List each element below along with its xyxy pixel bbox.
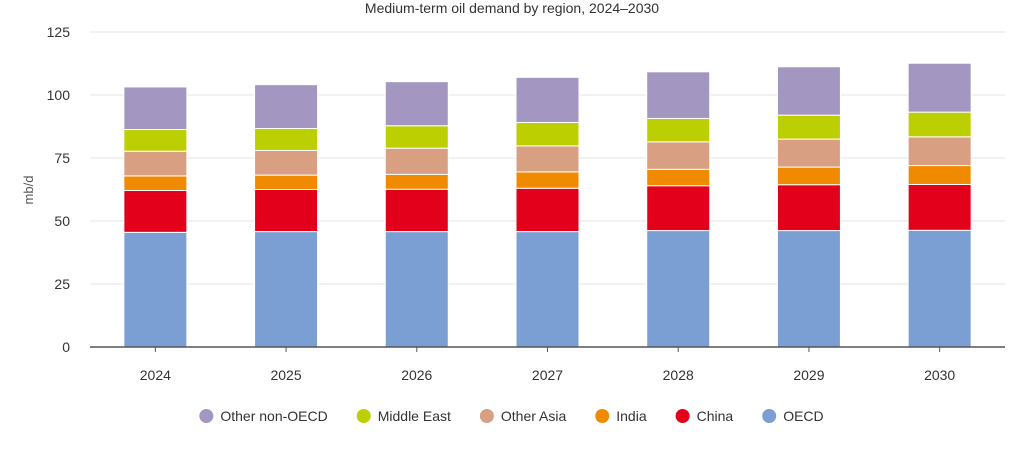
bar-segment xyxy=(907,165,972,185)
bar-segment xyxy=(384,188,449,233)
bars xyxy=(123,62,972,348)
bar-segment xyxy=(384,173,449,190)
x-tick-label: 2025 xyxy=(270,367,301,383)
legend-label: Other Asia xyxy=(501,408,567,424)
legend-marker xyxy=(356,409,371,423)
bar-segment xyxy=(254,174,319,191)
bar-segment xyxy=(646,168,711,187)
bar-segment xyxy=(254,149,319,176)
y-tick-label: 0 xyxy=(62,339,70,355)
bar-stack-2025 xyxy=(254,84,319,348)
bar-segment xyxy=(515,121,580,147)
bar-stack-2026 xyxy=(384,81,449,348)
legend-label: China xyxy=(697,408,734,424)
y-axis-title: mb/d xyxy=(21,176,36,205)
bar-segment xyxy=(384,125,449,149)
bar-segment xyxy=(646,230,711,348)
bar-segment xyxy=(646,117,711,143)
bar-segment xyxy=(123,175,188,192)
bar-stack-2028 xyxy=(646,71,711,348)
legend-marker xyxy=(762,409,777,423)
bar-segment xyxy=(123,150,188,177)
bar-segment xyxy=(123,190,188,233)
bar-segment xyxy=(646,141,711,170)
x-tick-label: 2030 xyxy=(924,367,955,383)
bar-segment xyxy=(907,136,972,167)
bar-segment xyxy=(254,84,319,130)
legend-item: OECD xyxy=(762,408,824,424)
legend-item: Middle East xyxy=(356,408,451,424)
bar-segment xyxy=(907,229,972,348)
legend-item: Other non-OECD xyxy=(199,408,328,424)
x-tick-label: 2024 xyxy=(140,367,171,383)
chart-title: Medium-term oil demand by region, 2024–2… xyxy=(365,0,659,16)
bar-segment xyxy=(515,171,580,189)
bar-segment xyxy=(776,138,841,168)
bar-segment xyxy=(515,231,580,348)
bar-stack-2027 xyxy=(515,76,580,348)
bar-segment xyxy=(907,62,972,113)
y-tick-label: 125 xyxy=(47,24,71,40)
bar-stack-2024 xyxy=(123,86,188,348)
legend-marker xyxy=(595,409,610,423)
bar-segment xyxy=(384,147,449,175)
bar-segment xyxy=(384,81,449,127)
legend-label: OECD xyxy=(783,408,823,424)
legend-label: India xyxy=(616,408,647,424)
bar-segment xyxy=(907,183,972,231)
bar-segment xyxy=(776,230,841,348)
bar-segment xyxy=(384,231,449,348)
legend-marker xyxy=(199,409,214,423)
legend-label: Middle East xyxy=(378,408,451,424)
x-tick-label: 2026 xyxy=(401,367,432,383)
y-tick-label: 25 xyxy=(54,276,70,292)
bar-stack-2030 xyxy=(907,62,972,348)
legend: Other non-OECD Middle East Other Asia India… xyxy=(199,408,824,424)
bar-segment xyxy=(776,66,841,116)
bar-segment xyxy=(254,231,319,348)
legend-item: India xyxy=(595,408,647,424)
legend-item: China xyxy=(675,408,734,424)
legend-label: Other non-OECD xyxy=(220,408,327,424)
bar-segment xyxy=(515,187,580,233)
bar-segment xyxy=(254,128,319,151)
bar-segment xyxy=(907,111,972,138)
bar-segment xyxy=(776,184,841,232)
bar-segment xyxy=(776,166,841,186)
bar-segment xyxy=(123,231,188,348)
bar-segment xyxy=(646,185,711,232)
bar-segment xyxy=(254,189,319,233)
y-tick-label: 50 xyxy=(54,213,70,229)
bar-stack-2029 xyxy=(776,66,841,348)
x-tick-label: 2027 xyxy=(532,367,563,383)
bar-segment xyxy=(515,145,580,173)
x-tick-label: 2028 xyxy=(663,367,694,383)
y-tick-label: 75 xyxy=(54,150,70,166)
legend-marker xyxy=(675,409,690,423)
legend-item: Other Asia xyxy=(479,408,567,424)
y-tick-label: 100 xyxy=(47,87,71,103)
bar-segment xyxy=(123,129,188,152)
x-tick-label: 2029 xyxy=(793,367,824,383)
bar-segment xyxy=(776,114,841,140)
bar-segment xyxy=(646,71,711,119)
bar-segment xyxy=(123,86,188,131)
axes: 0 25 50 75 100 125 2024 2025 2026 2027 2028 2029 203… xyxy=(47,24,1005,383)
legend-marker xyxy=(479,409,494,423)
bar-segment xyxy=(515,76,580,123)
